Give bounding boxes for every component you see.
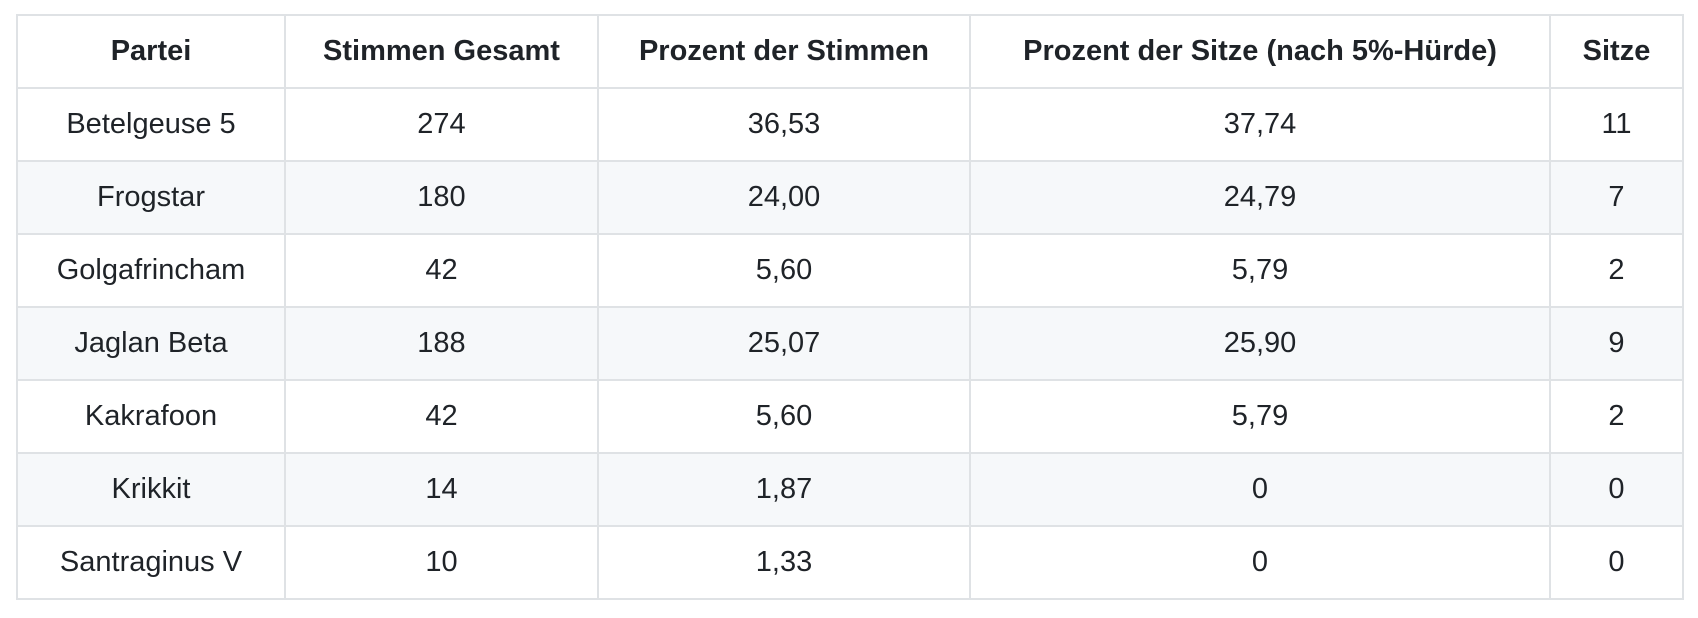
party-cell: Jaglan Beta	[16, 306, 286, 381]
value-cell: 0	[969, 452, 1551, 527]
value-cell: 5,79	[969, 379, 1551, 454]
header-row: Partei Stimmen Gesamt Prozent der Stimmen P…	[16, 14, 1684, 89]
value-cell: 5,60	[597, 379, 971, 454]
table-row: Frogstar 180 24,00 24,79 7	[16, 160, 1684, 235]
column-header: Prozent der Sitze (nach 5%-Hürde)	[969, 14, 1551, 89]
value-cell: 188	[284, 306, 599, 381]
party-cell: Krikkit	[16, 452, 286, 527]
value-cell: 14	[284, 452, 599, 527]
party-cell: Kakrafoon	[16, 379, 286, 454]
table-row: Jaglan Beta 188 25,07 25,90 9	[16, 306, 1684, 381]
value-cell: 36,53	[597, 87, 971, 162]
value-cell: 9	[1549, 306, 1684, 381]
column-header: Prozent der Stimmen	[597, 14, 971, 89]
value-cell: 42	[284, 379, 599, 454]
table-row: Krikkit 14 1,87 0 0	[16, 452, 1684, 527]
value-cell: 7	[1549, 160, 1684, 235]
table-row: Santraginus V 10 1,33 0 0	[16, 525, 1684, 600]
results-table: Partei Stimmen Gesamt Prozent der Stimmen P…	[16, 14, 1684, 600]
value-cell: 1,87	[597, 452, 971, 527]
column-header: Partei	[16, 14, 286, 89]
table-row: Betelgeuse 5 274 36,53 37,74 11	[16, 87, 1684, 162]
value-cell: 24,00	[597, 160, 971, 235]
value-cell: 0	[969, 525, 1551, 600]
value-cell: 5,79	[969, 233, 1551, 308]
table-row: Kakrafoon 42 5,60 5,79 2	[16, 379, 1684, 454]
party-cell: Frogstar	[16, 160, 286, 235]
party-cell: Golgafrincham	[16, 233, 286, 308]
party-cell: Betelgeuse 5	[16, 87, 286, 162]
value-cell: 25,07	[597, 306, 971, 381]
table-body: Betelgeuse 5 274 36,53 37,74 11 Frogstar 180 24…	[16, 87, 1684, 600]
value-cell: 274	[284, 87, 599, 162]
value-cell: 180	[284, 160, 599, 235]
value-cell: 42	[284, 233, 599, 308]
value-cell: 10	[284, 525, 599, 600]
column-header: Sitze	[1549, 14, 1684, 89]
value-cell: 25,90	[969, 306, 1551, 381]
column-header: Stimmen Gesamt	[284, 14, 599, 89]
value-cell: 37,74	[969, 87, 1551, 162]
value-cell: 5,60	[597, 233, 971, 308]
value-cell: 11	[1549, 87, 1684, 162]
party-cell: Santraginus V	[16, 525, 286, 600]
table-row: Golgafrincham 42 5,60 5,79 2	[16, 233, 1684, 308]
value-cell: 0	[1549, 525, 1684, 600]
value-cell: 1,33	[597, 525, 971, 600]
value-cell: 2	[1549, 379, 1684, 454]
value-cell: 0	[1549, 452, 1684, 527]
value-cell: 24,79	[969, 160, 1551, 235]
value-cell: 2	[1549, 233, 1684, 308]
